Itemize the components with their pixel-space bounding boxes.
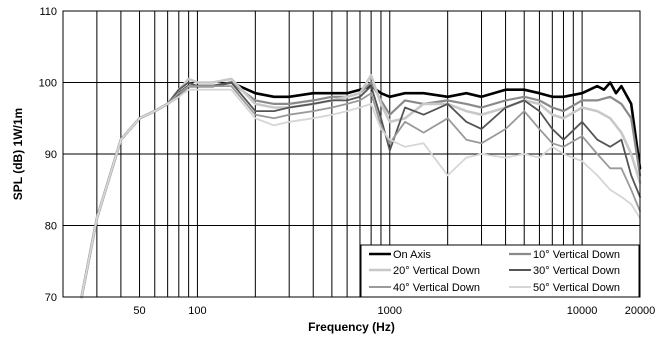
legend-label: 10° Vertical Down	[533, 249, 620, 261]
y-tick-label: 90	[45, 149, 57, 161]
y-tick-label: 110	[39, 6, 57, 18]
legend-label: 20° Vertical Down	[393, 265, 480, 277]
y-axis-title: SPL (dB) 1W/1m	[11, 108, 25, 200]
legend-label: 30° Vertical Down	[533, 265, 620, 277]
legend: On Axis 10° Vertical Down 20° Vertical Dow…	[360, 244, 640, 298]
y-tick-label: 80	[45, 221, 57, 233]
x-tick-label: 1000	[378, 305, 402, 317]
legend-box	[360, 244, 640, 298]
x-axis-title: Frequency (Hz)	[308, 320, 395, 334]
y-tick-label: 100	[39, 78, 57, 90]
series-lines	[80, 74, 642, 299]
series-line-5	[80, 85, 641, 298]
x-tick-label: 50	[133, 305, 145, 317]
x-tick-label: 20000	[625, 305, 656, 317]
x-tick-label: 100	[188, 305, 206, 317]
x-tick-labels: 50 100 1000 10000 20000	[133, 305, 655, 317]
legend-label: 40° Vertical Down	[393, 282, 480, 294]
y-tick-labels: 70 80 90 100 110	[39, 6, 57, 304]
legend-label: On Axis	[393, 249, 431, 261]
legend-label: 50° Vertical Down	[533, 282, 620, 294]
series-line-4	[80, 81, 641, 298]
x-tick-label: 10000	[567, 305, 598, 317]
plot-area-frame	[62, 10, 641, 298]
series-line-6	[80, 88, 641, 298]
y-tick-label: 70	[45, 292, 57, 304]
